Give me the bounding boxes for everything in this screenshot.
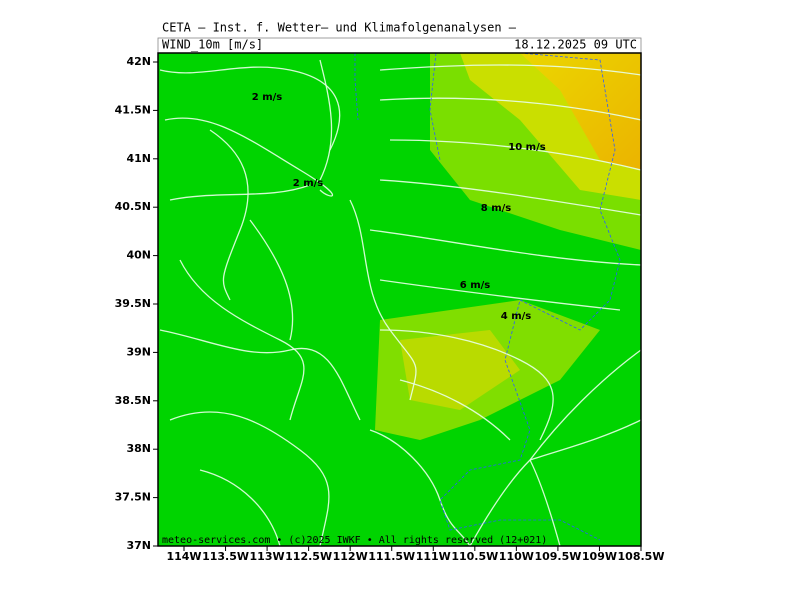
valid-time: 18.12.2025 09 UTC bbox=[514, 38, 637, 52]
lon-label: 113W bbox=[250, 550, 285, 563]
lat-label: 41N bbox=[126, 152, 151, 165]
lon-label: 114W bbox=[166, 550, 201, 563]
lon-label: 109W bbox=[582, 550, 617, 563]
lat-label: 37.5N bbox=[115, 491, 151, 504]
lat-label: 42N bbox=[126, 55, 151, 68]
speed-label: 4 m/s bbox=[501, 311, 532, 322]
lon-label: 113.5W bbox=[202, 550, 249, 563]
lat-label: 38N bbox=[126, 442, 151, 455]
lat-label: 37N bbox=[126, 539, 151, 552]
lat-label: 40N bbox=[126, 249, 151, 262]
speed-label: 6 m/s bbox=[460, 280, 491, 291]
credit: meteo-services.com • (c)2025 IWKF • All … bbox=[162, 535, 547, 546]
lon-label: 110W bbox=[499, 550, 534, 563]
lon-label: 112.5W bbox=[285, 550, 332, 563]
lon-label: 112W bbox=[333, 550, 368, 563]
lon-label: 110.5W bbox=[451, 550, 498, 563]
field-label: WIND_10m [m/s] bbox=[162, 38, 263, 52]
speed-label: 10 m/s bbox=[508, 142, 545, 153]
speed-label: 8 m/s bbox=[481, 203, 512, 214]
wind-zone bbox=[375, 300, 600, 440]
lat-label: 39N bbox=[126, 345, 151, 358]
lon-label: 111W bbox=[416, 550, 451, 563]
lon-label: 108.5W bbox=[618, 550, 665, 563]
lat-label: 39.5N bbox=[115, 297, 151, 310]
wind-zone bbox=[520, 53, 641, 170]
lon-label: 111.5W bbox=[368, 550, 415, 563]
speed-label: 2 m/s bbox=[252, 92, 283, 103]
header-title: CETA — Inst. f. Wetter— und Klimafolgena… bbox=[162, 21, 517, 35]
streamlines bbox=[159, 59, 641, 546]
lon-label: 109.5W bbox=[534, 550, 581, 563]
lat-label: 40.5N bbox=[115, 200, 151, 213]
speed-label: 2 m/s bbox=[293, 178, 324, 189]
lat-label: 38.5N bbox=[115, 394, 151, 407]
map-field bbox=[158, 53, 641, 546]
lat-label: 41.5N bbox=[115, 103, 151, 116]
map-frame bbox=[157, 52, 642, 547]
